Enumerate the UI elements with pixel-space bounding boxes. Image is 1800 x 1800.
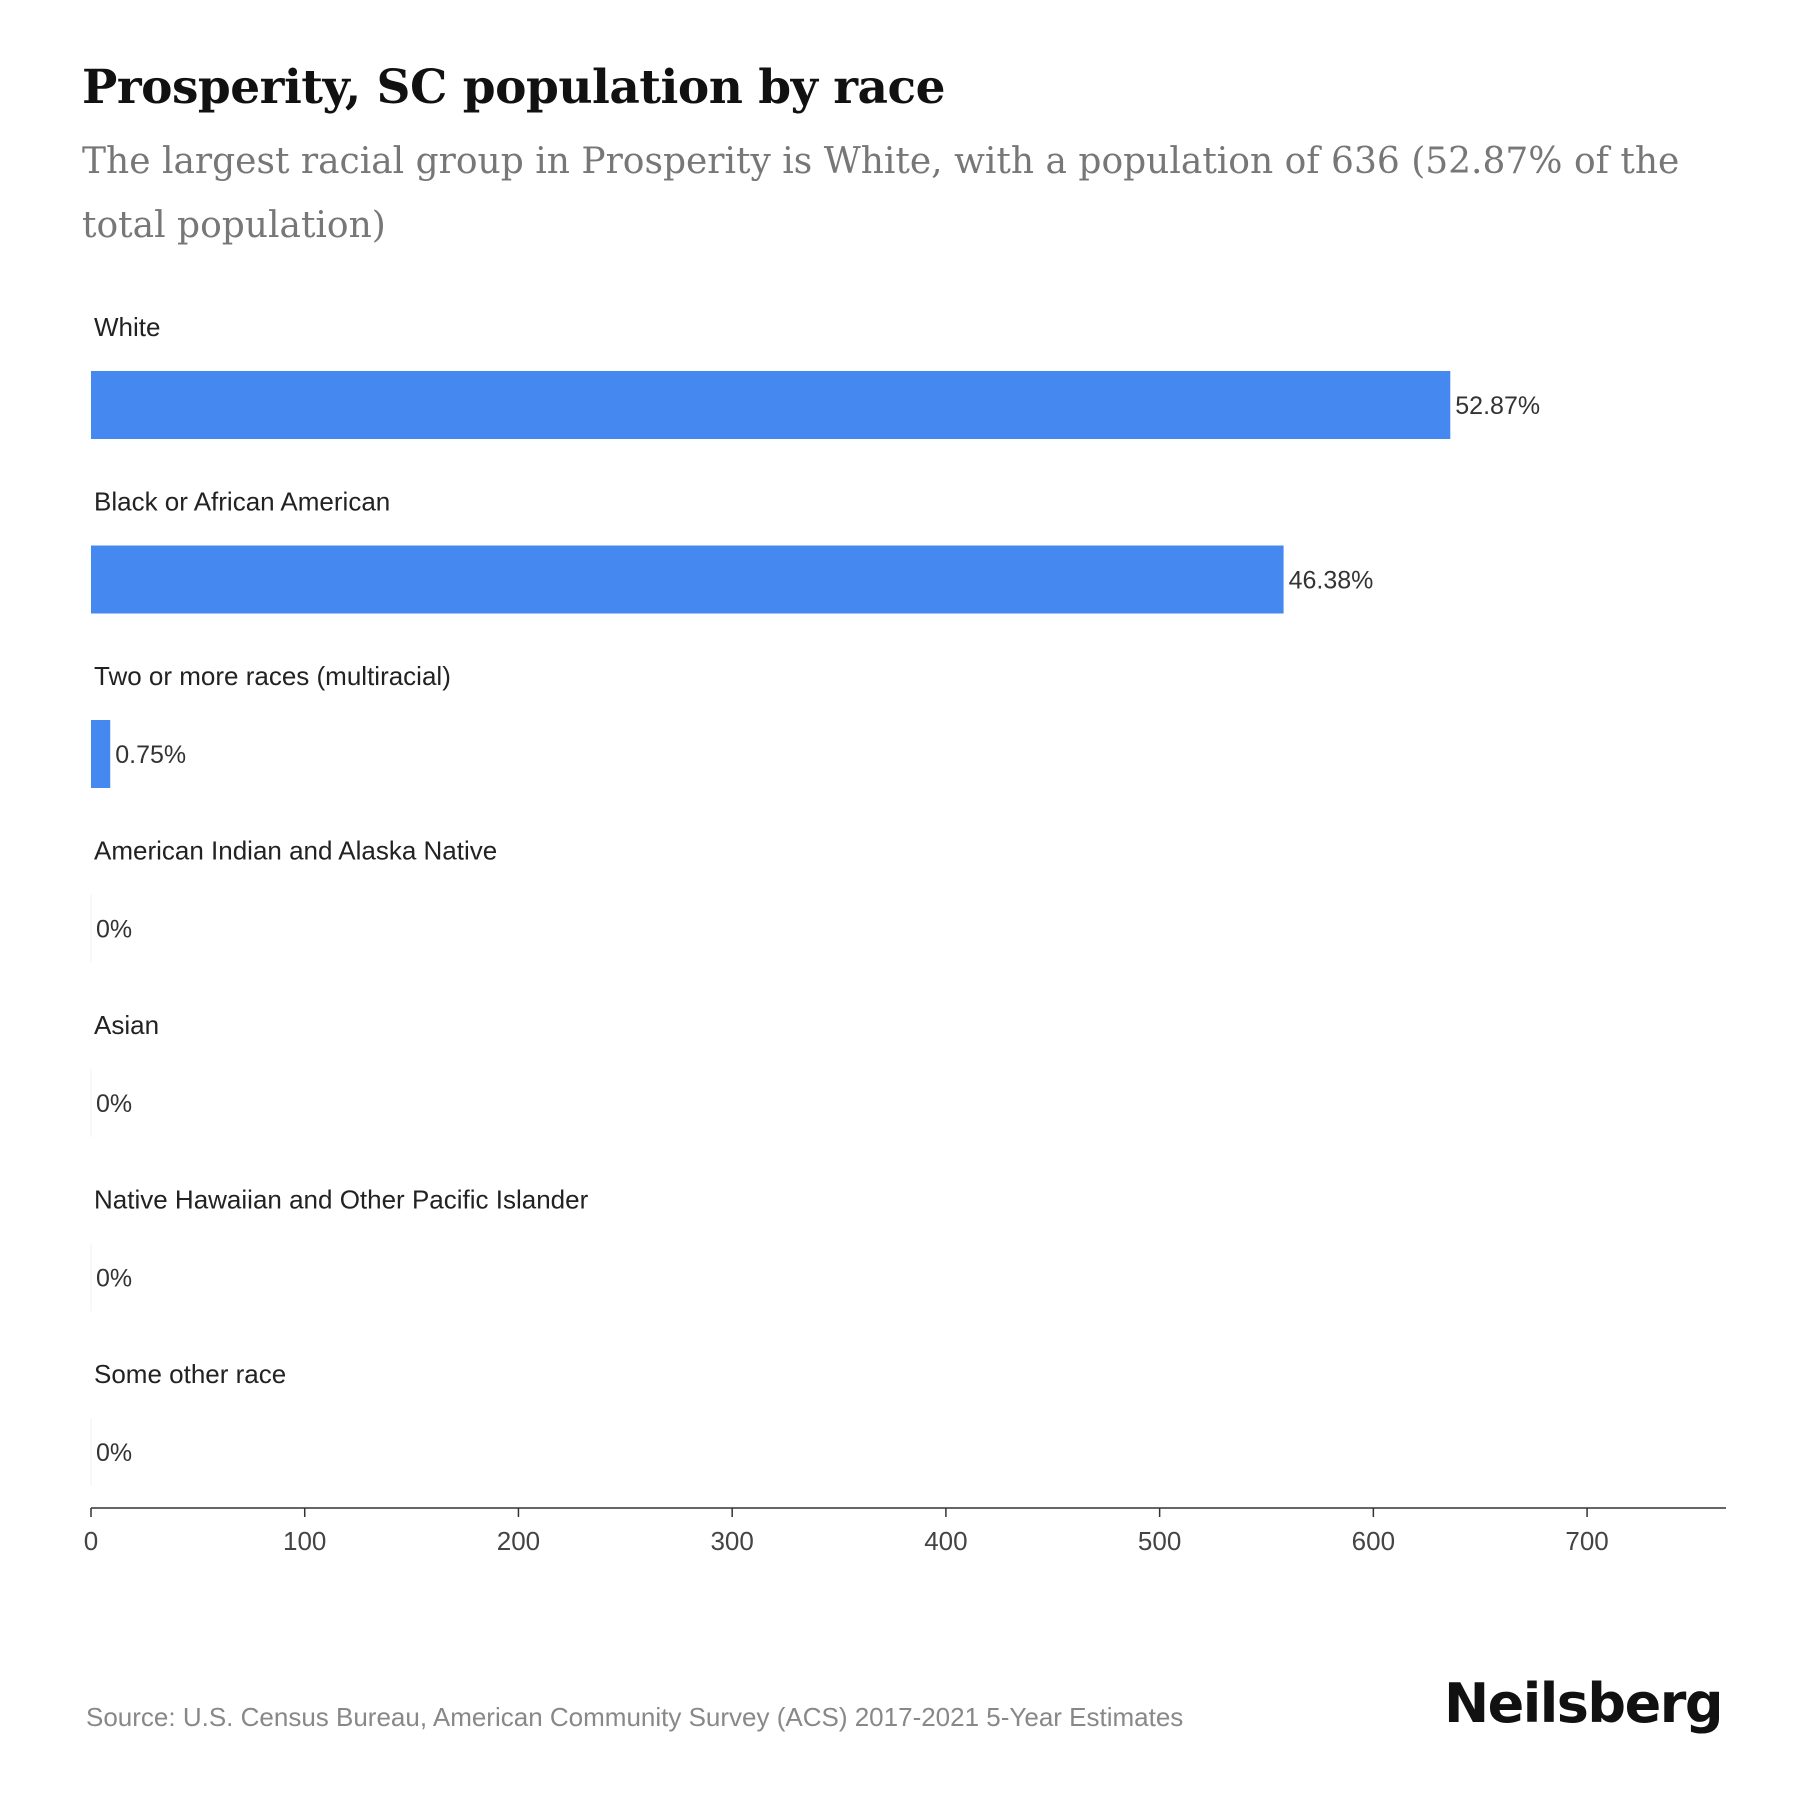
- x-axis: 0 100 200 300 400 500 600 700: [84, 1507, 1726, 1556]
- x-tick-label: 200: [497, 1526, 540, 1556]
- data-label: 52.87%: [1455, 392, 1540, 420]
- x-tick-label: 100: [283, 1526, 326, 1556]
- category-label: American Indian and Alaska Native: [94, 836, 497, 866]
- data-label: 46.38%: [1289, 567, 1374, 595]
- category-label: White: [94, 312, 160, 342]
- category-label: Asian: [94, 1010, 159, 1040]
- category-label: Some other race: [94, 1359, 286, 1389]
- bar: [91, 720, 111, 788]
- x-tick-label: 0: [84, 1526, 98, 1556]
- x-tick-label: 700: [1565, 1526, 1608, 1556]
- category-label: Two or more races (multiracial): [94, 661, 451, 691]
- x-tick-label: 600: [1352, 1526, 1395, 1556]
- category-label: Native Hawaiian and Other Pacific Island…: [94, 1185, 589, 1215]
- data-label: 0%: [96, 1265, 132, 1293]
- chart-subtitle: The largest racial group in Prosperity i…: [82, 141, 1680, 246]
- x-tick-label: 300: [710, 1526, 753, 1556]
- bars-layer: White 52.87% Black or African American 46.3…: [90, 312, 1540, 1486]
- x-tick-label: 400: [924, 1526, 967, 1556]
- chart-title: Prosperity, SC population by race: [82, 60, 946, 115]
- data-label: 0%: [96, 916, 132, 944]
- source-note: Source: U.S. Census Bureau, American Com…: [86, 1702, 1184, 1732]
- brand-logo: Neilsberg: [1443, 1672, 1724, 1735]
- category-label: Black or African American: [94, 487, 390, 517]
- bar: [91, 545, 1284, 614]
- data-label: 0.75%: [115, 741, 186, 769]
- data-label: 0%: [96, 1090, 132, 1118]
- bar: [91, 371, 1451, 439]
- data-label: 0%: [96, 1439, 132, 1467]
- x-tick-label: 500: [1138, 1526, 1181, 1556]
